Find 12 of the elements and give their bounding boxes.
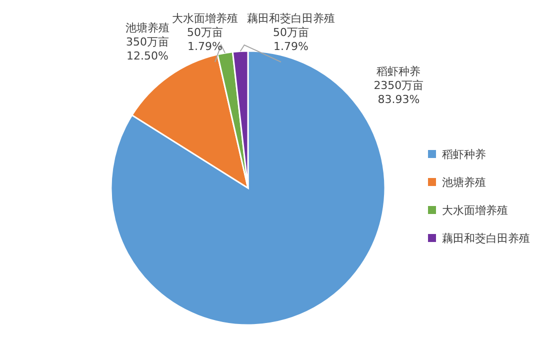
data-label: 50万亩 1.79% [187,26,223,53]
slice-label: 稻虾种养 [376,65,421,78]
slice-label: 大水面增养殖 [172,12,238,25]
legend-label: 藕田和茭白田养殖 [442,232,530,245]
legend-label: 池塘养殖 [442,176,486,189]
legend-label: 大水面增养殖 [442,204,508,217]
slice-label: 藕田和茭白田养殖 [247,12,335,25]
data-label: 50万亩 1.79% [273,26,309,53]
slice-label: 池塘养殖 [126,21,170,34]
legend-label: 稻虾种养 [442,148,486,161]
data-label: 2350万亩 83.93% [374,79,424,106]
data-label: 350万亩 12.50% [126,35,170,62]
